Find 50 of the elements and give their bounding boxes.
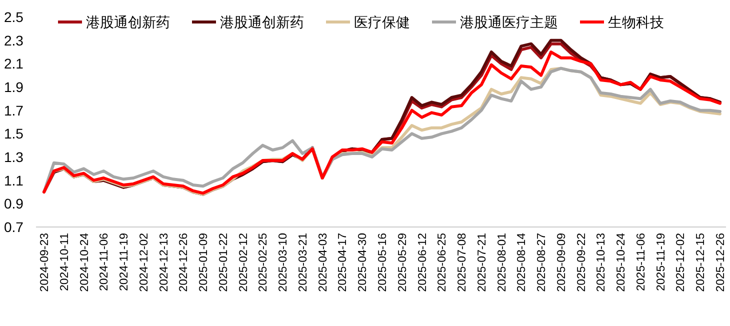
x-tick-label: 2025-09-09: [556, 233, 568, 292]
x-tick-label: 2025-07-21: [476, 233, 488, 292]
x-tick-label: 2024-10-24: [78, 232, 91, 292]
legend-label: 生物科技: [608, 14, 664, 30]
x-tick-label: 2025-09-22: [576, 233, 588, 292]
x-tick-label: 2024-12-02: [138, 233, 150, 292]
x-tick-label: 2025-12-26: [715, 233, 727, 292]
x-tick-label: 2025-02-25: [258, 233, 270, 292]
x-tick-label: 2025-02-12: [238, 233, 250, 292]
x-tick-label: 2025-08-27: [536, 233, 548, 292]
y-tick-label: 1.3: [4, 149, 24, 165]
y-tick-label: 2.3: [4, 32, 24, 48]
x-tick-label: 2025-12-15: [695, 233, 708, 292]
y-tick-label: 2.1: [4, 56, 24, 72]
y-tick-label: 0.9: [4, 196, 24, 212]
x-tick-label: 2025-12-02: [675, 233, 688, 292]
x-tick-label: 2025-01-09: [198, 233, 210, 292]
x-tick-label: 2024-12-13: [158, 233, 170, 292]
y-tick-label: 1.5: [4, 126, 24, 142]
x-tick-label: 2025-07-08: [456, 233, 469, 292]
y-tick-label: 1.7: [4, 102, 24, 118]
x-tick-label: 2025-05-16: [377, 233, 389, 292]
x-tick-label: 2025-11-06: [635, 233, 648, 291]
x-tick-label: 2024-12-26: [178, 233, 190, 292]
x-tick-label: 2025-08-14: [516, 232, 528, 292]
x-tick-label: 2025-04-03: [317, 233, 330, 292]
legend-label: 港股通医疗主题: [460, 14, 558, 30]
x-tick-label: 2025-01-22: [218, 233, 230, 292]
x-tick-label: 2025-10-24: [616, 232, 628, 292]
x-tick-label: 2025-03-21: [297, 233, 310, 292]
x-tick-label: 2025-06-12: [416, 233, 429, 292]
x-tick-label: 2025-05-29: [396, 233, 409, 292]
legend-label: 医疗保健: [354, 14, 410, 30]
y-tick-label: 1.1: [4, 172, 24, 188]
x-tick-label: 2025-11-19: [655, 233, 668, 291]
y-tick-label: 2.5: [4, 9, 24, 25]
legend-label: 港股通创新药: [86, 14, 170, 30]
x-tick-label: 2024-09-23: [39, 233, 51, 292]
x-tick-label: 2025-04-30: [357, 233, 370, 292]
x-tick-label: 2024-11-06: [98, 233, 111, 291]
x-tick-label: 2025-04-17: [337, 233, 350, 292]
x-tick-label: 2025-10-13: [596, 233, 608, 292]
x-tick-label: 2025-03-10: [278, 233, 290, 292]
legend-label: 港股通创新药: [220, 14, 304, 30]
y-tick-label: 1.9: [4, 79, 24, 95]
x-tick-label: 2024-11-19: [118, 233, 131, 291]
x-tick-label: 2024-10-11: [58, 233, 71, 291]
y-tick-label: 0.7: [4, 219, 24, 235]
x-tick-label: 2025-06-25: [436, 233, 449, 292]
x-tick-label: 2025-08-01: [496, 233, 508, 292]
